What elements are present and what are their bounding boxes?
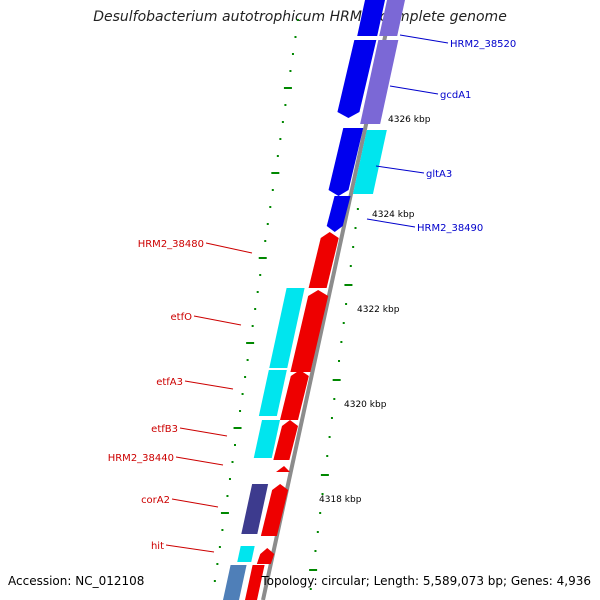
gene-block-reverse	[276, 466, 291, 472]
leader-line	[184, 380, 234, 390]
leader-line	[175, 456, 224, 466]
gene-label-forward: HRM2_38520	[450, 39, 516, 50]
gene-block-forward	[337, 40, 377, 118]
gene-block-reverse	[280, 370, 309, 420]
gene-block-forward	[352, 130, 387, 194]
gene-label-reverse: HRM2_38440	[108, 453, 174, 464]
gene-block-forward	[379, 0, 405, 36]
gene-block-forward	[326, 196, 351, 232]
map-title: Desulfobacterium autotrophicum HRM2, com…	[93, 9, 507, 25]
leader-line	[389, 85, 439, 95]
gene-block-forward	[328, 128, 364, 196]
gene-label-forward: gcdA1	[440, 90, 471, 101]
leader-line	[165, 544, 215, 553]
gene-block-reverse	[223, 565, 247, 600]
gene-block-reverse	[237, 546, 255, 562]
scale-label: 4318 kbp	[319, 495, 362, 505]
gene-block-forward	[360, 40, 399, 124]
gene-block-reverse	[241, 484, 269, 534]
accession-text: Accession: NC_012108	[8, 574, 145, 588]
leader-line	[171, 498, 219, 508]
scale-label: 4320 kbp	[344, 400, 387, 410]
gene-label-reverse: etfB3	[151, 424, 178, 435]
gene-label-forward: gltA3	[426, 169, 452, 180]
scale-label: 4324 kbp	[372, 210, 415, 220]
leader-line	[399, 34, 449, 44]
gene-label-reverse: etfO	[171, 312, 193, 323]
leader-line	[205, 242, 253, 254]
gene-block-reverse	[256, 548, 275, 564]
scale-label: 4326 kbp	[388, 115, 431, 125]
gene-block-reverse	[253, 420, 280, 458]
gene-block-reverse	[260, 484, 289, 536]
gene-block-reverse	[245, 565, 265, 600]
gene-block-reverse	[258, 370, 287, 416]
gene-block-reverse	[273, 420, 298, 460]
gene-label-reverse: etfA3	[156, 377, 183, 388]
gene-label-reverse: hit	[151, 541, 164, 552]
gene-label-reverse: corA2	[141, 495, 170, 506]
gene-label-forward: HRM2_38490	[417, 223, 483, 234]
gene-block-reverse	[290, 290, 329, 372]
topology-text: Topology: circular; Length: 5,589,073 bp…	[261, 574, 591, 588]
gene-block-reverse	[308, 232, 339, 288]
leader-line	[366, 218, 416, 228]
gene-block-forward	[357, 0, 385, 36]
gene-block-reverse	[269, 288, 305, 368]
gene-label-reverse: HRM2_38480	[138, 239, 204, 250]
leader-line	[179, 427, 228, 437]
scale-label: 4322 kbp	[357, 305, 400, 315]
leader-line	[193, 315, 242, 326]
leader-line	[375, 165, 425, 174]
